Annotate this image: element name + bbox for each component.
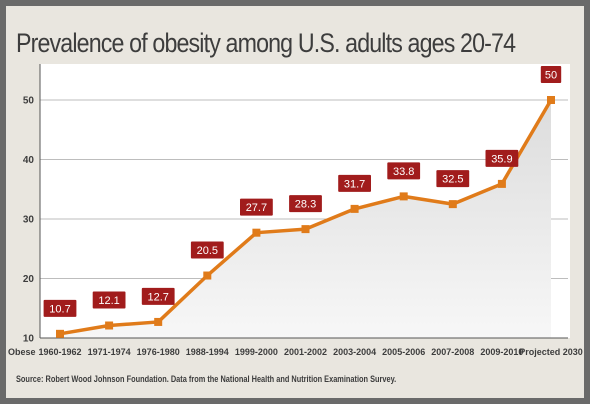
data-label: 33.8 [393,166,414,178]
data-point [350,204,359,213]
data-label: 27.7 [246,202,267,214]
data-point [497,179,506,188]
data-label: 20.5 [197,245,218,257]
data-point [105,321,114,330]
area-fill [60,100,551,338]
x-tick-label: 1960-1962 [38,347,81,357]
data-label-box [141,287,175,305]
data-label-box [43,299,77,317]
y-tick-label: 10 [23,334,35,345]
data-point [203,271,212,280]
data-point [301,225,310,234]
data-point [154,317,163,326]
data-label: 35.9 [491,153,512,165]
data-label-box [387,162,421,180]
data-label: 12.7 [147,291,168,303]
data-label-box [436,170,470,188]
data-label: 12.1 [98,295,119,307]
data-label-box [338,174,371,192]
data-label-box [485,149,519,167]
data-label: 50 [545,70,557,82]
x-tick-label: 2007-2008 [431,347,474,357]
data-label-box [289,195,322,213]
y-tick-label: 50 [23,96,35,107]
data-label: 31.7 [344,178,365,190]
data-point [56,329,64,338]
x-tick-label: 1988-1994 [186,347,229,357]
chart-title: Prevalence of obesity among U.S. adults … [16,28,516,58]
data-label-box [240,198,273,216]
data-label: 10.7 [49,303,70,315]
y-tick-label: 20 [23,274,35,285]
x-tick-label: 2009-2010 [480,347,523,357]
data-point [547,96,555,104]
x-tick-label: 2003-2004 [333,347,376,357]
x-axis-title: Obese [8,347,36,357]
x-tick-label: 1999-2000 [235,347,278,357]
data-point [399,192,408,201]
y-tick-label: 40 [23,155,35,166]
x-tick-label: 2005-2006 [382,347,425,357]
data-label-box [540,66,562,83]
y-tick-label: 30 [23,215,35,226]
source-note: Source: Robert Wood Johnson Foundation. … [16,374,397,384]
x-tick-label: Projected 2030 [519,347,583,357]
x-tick-label: 1976-1980 [137,347,180,357]
chart: 10.7 12.1 12.7 20.5 27.7 28.3 31.7 33.8 32.5 35.9… [8,64,583,357]
data-label: 28.3 [295,199,316,211]
data-label-box [92,291,126,309]
x-tick-label: 1971-1974 [88,347,131,357]
data-label-box [190,241,224,259]
data-point [252,228,261,237]
data-point [448,200,457,209]
x-tick-label: 2001-2002 [284,347,327,357]
data-label: 32.5 [442,174,463,186]
